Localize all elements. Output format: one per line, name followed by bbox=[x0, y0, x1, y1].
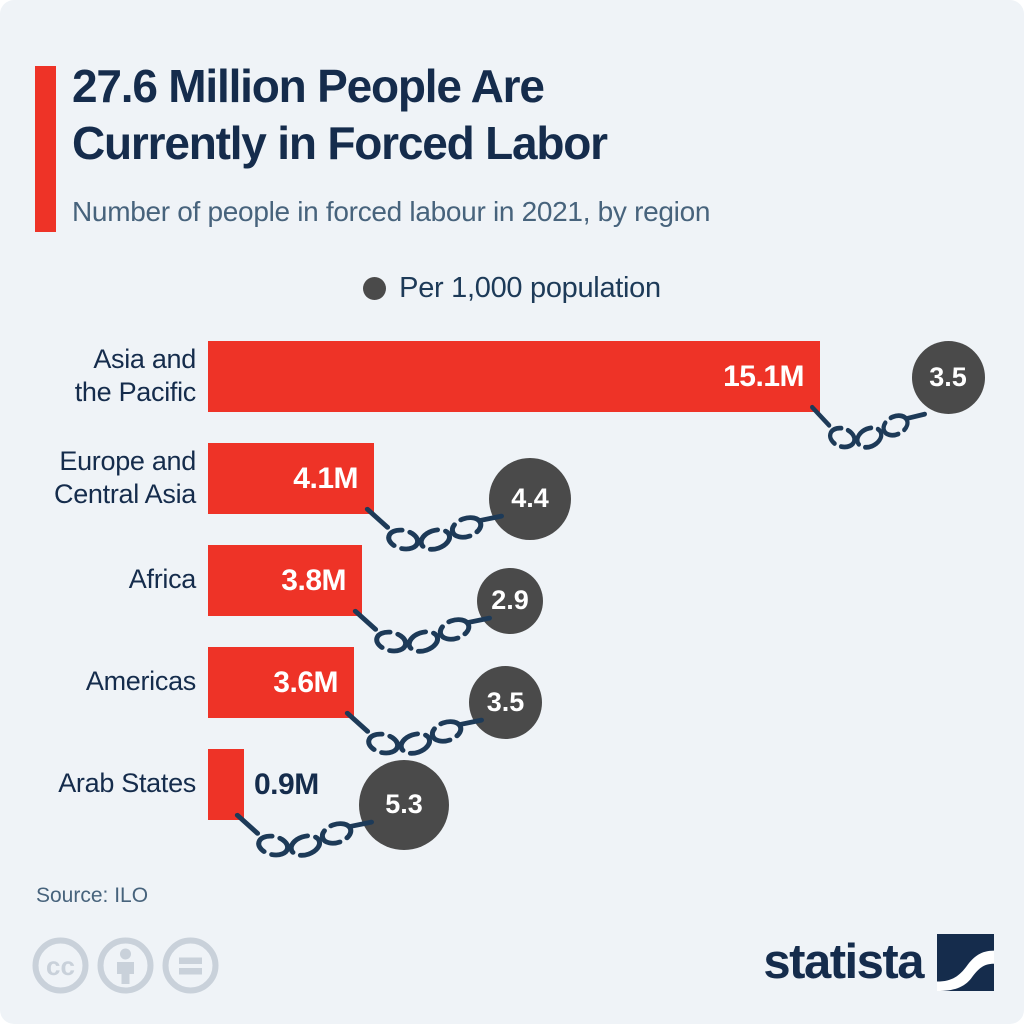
bar-value-label: 4.1M bbox=[293, 462, 358, 495]
bar-value-label: 0.9M bbox=[254, 768, 319, 801]
bar bbox=[208, 749, 244, 820]
bar bbox=[208, 647, 354, 718]
chart-subtitle: Number of people in forced labour in 202… bbox=[72, 196, 711, 227]
legend-dot-icon bbox=[363, 277, 387, 300]
bar bbox=[208, 341, 820, 412]
per-capita-bubble: 2.9 bbox=[477, 567, 543, 634]
chain-icon bbox=[348, 606, 495, 658]
bubble-value: 4.4 bbox=[511, 483, 549, 513]
per-capita-bubble: 5.3 bbox=[359, 759, 449, 850]
cc-icon: cc bbox=[32, 937, 89, 994]
category-label: Europe and Central Asia bbox=[54, 445, 196, 509]
bar-value-label: 3.6M bbox=[273, 666, 338, 699]
title-line-2: Currently in Forced Labor bbox=[72, 117, 608, 169]
svg-text:cc: cc bbox=[46, 951, 75, 981]
bubble-value: 5.3 bbox=[385, 789, 423, 819]
chain-icon bbox=[230, 810, 377, 862]
bubble-value: 3.5 bbox=[486, 687, 525, 717]
chain-icon bbox=[360, 504, 507, 556]
category-label: Africa bbox=[128, 564, 197, 594]
attribution-person-icon bbox=[97, 937, 154, 994]
chain-icon bbox=[340, 708, 487, 760]
source-text: Source: ILO bbox=[36, 884, 149, 907]
bar bbox=[208, 443, 374, 514]
bubble-value: 3.5 bbox=[929, 362, 967, 392]
per-capita-bubble: 3.5 bbox=[469, 666, 542, 739]
statista-wordmark: statista bbox=[763, 935, 924, 989]
category-label: Arab States bbox=[58, 768, 196, 798]
per-capita-bubble: 3.5 bbox=[911, 341, 985, 414]
statista-logo-mark-icon bbox=[937, 933, 994, 991]
chain-icon bbox=[806, 402, 930, 454]
page-title: 27.6 Million People Are Currently in Forc… bbox=[72, 58, 608, 172]
statista-logo: statista bbox=[763, 932, 994, 992]
legend-label: Per 1,000 population bbox=[399, 272, 661, 304]
bubble-value: 2.9 bbox=[491, 585, 529, 615]
legend: Per 1,000 population bbox=[0, 272, 1024, 305]
bar-value-label: 15.1M bbox=[723, 360, 804, 393]
title-accent-bar bbox=[35, 66, 56, 232]
per-capita-bubble: 4.4 bbox=[489, 457, 571, 540]
bar bbox=[208, 545, 362, 616]
title-line-1: 27.6 Million People Are bbox=[72, 60, 545, 112]
category-label: Americas bbox=[85, 666, 196, 696]
license-icons: cc bbox=[32, 937, 219, 994]
no-derivatives-equals-icon bbox=[162, 937, 219, 994]
category-label: Asia and the Pacific bbox=[74, 343, 197, 407]
bar-value-label: 3.8M bbox=[281, 564, 346, 597]
